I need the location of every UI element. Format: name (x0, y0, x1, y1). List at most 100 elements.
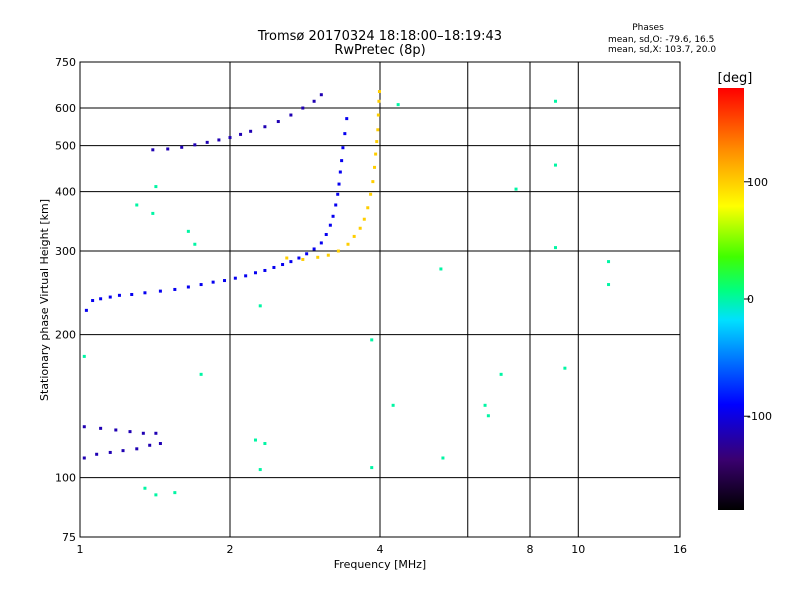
echo-points (82, 90, 611, 497)
data-point (244, 274, 248, 278)
y-axis: 75 100 200 300 400 500 600 750 (55, 56, 76, 544)
data-point (199, 372, 203, 376)
data-point (377, 90, 381, 94)
y-tick-label: 75 (62, 531, 76, 544)
data-point (376, 128, 380, 132)
data-point (151, 148, 155, 152)
data-point (99, 297, 103, 301)
chart-subtitle: RwPretec (8p) (334, 43, 425, 58)
data-point (553, 163, 557, 167)
data-point (130, 292, 134, 296)
data-point (151, 211, 155, 215)
data-point (239, 132, 243, 136)
x-tick-label: 10 (571, 543, 585, 556)
data-point (82, 456, 86, 460)
data-point (553, 99, 557, 103)
data-point (158, 442, 162, 446)
y-tick-label: 750 (55, 56, 76, 69)
data-point (128, 430, 132, 434)
colorbar (718, 88, 744, 510)
data-point (276, 120, 280, 124)
chart-title: Tromsø 20170324 18:18:00–18:19:43 (257, 29, 502, 44)
data-point (205, 140, 209, 144)
data-point (154, 431, 158, 435)
data-point (217, 138, 221, 142)
data-point (173, 491, 177, 495)
data-point (346, 242, 350, 246)
data-point (143, 291, 147, 295)
data-point (82, 354, 86, 358)
data-point (301, 106, 305, 110)
data-point (607, 260, 611, 264)
data-point (285, 256, 289, 260)
data-point (253, 271, 257, 275)
data-point (343, 132, 347, 136)
grid (80, 62, 680, 537)
data-point (141, 431, 145, 435)
y-tick-label: 300 (55, 245, 76, 258)
x-tick-label: 2 (227, 543, 234, 556)
stats-title: Phases (632, 23, 664, 33)
data-point (369, 192, 373, 196)
data-point (249, 129, 253, 133)
data-point (340, 159, 344, 163)
data-point (108, 450, 112, 454)
data-point (186, 229, 190, 233)
data-point (319, 93, 323, 97)
colorbar-tick-label: 100 (747, 176, 768, 189)
data-point (331, 214, 335, 218)
data-point (258, 304, 262, 308)
data-point (377, 99, 381, 103)
data-point (483, 403, 487, 407)
data-point (499, 372, 503, 376)
x-axis-label: Frequency [MHz] (334, 558, 426, 571)
data-point (135, 203, 139, 207)
data-point (263, 268, 267, 272)
stats-line-x: mean, sd,X: 103.7, 20.0 (608, 45, 716, 55)
data-point (143, 486, 147, 490)
data-point (228, 136, 232, 140)
data-point (328, 223, 332, 227)
x-tick-label: 1 (77, 543, 84, 556)
data-point (258, 468, 262, 472)
x-tick-label: 8 (527, 543, 534, 556)
data-point (272, 265, 276, 269)
data-point (336, 192, 340, 196)
data-point (352, 234, 356, 238)
data-point (84, 308, 88, 312)
data-point (301, 257, 305, 261)
data-point (553, 246, 557, 250)
data-point (211, 280, 215, 284)
data-point (396, 103, 400, 107)
data-point (374, 152, 378, 156)
data-point (82, 425, 86, 429)
data-point (186, 285, 190, 289)
data-point (154, 185, 158, 189)
y-tick-label: 400 (55, 186, 76, 199)
data-point (373, 165, 377, 169)
data-point (305, 252, 309, 256)
data-point (117, 293, 121, 297)
colorbar-tick-label: 0 (747, 293, 754, 306)
data-point (375, 140, 379, 144)
data-point (121, 449, 125, 453)
data-point (341, 146, 345, 150)
data-point (371, 180, 375, 184)
data-point (135, 447, 139, 451)
data-point (319, 241, 323, 245)
data-point (336, 249, 340, 253)
data-point (233, 276, 237, 280)
data-point (316, 255, 320, 259)
data-point (289, 260, 293, 264)
data-point (223, 279, 227, 283)
data-point (199, 283, 203, 287)
data-point (324, 233, 328, 237)
data-point (439, 267, 443, 271)
data-point (563, 366, 567, 370)
data-point (326, 253, 330, 257)
colorbar-ticks: 100 0 -100 (744, 176, 772, 423)
y-tick-label: 200 (55, 329, 76, 342)
data-point (253, 438, 257, 442)
y-tick-label: 600 (55, 102, 76, 115)
data-point (334, 203, 338, 207)
